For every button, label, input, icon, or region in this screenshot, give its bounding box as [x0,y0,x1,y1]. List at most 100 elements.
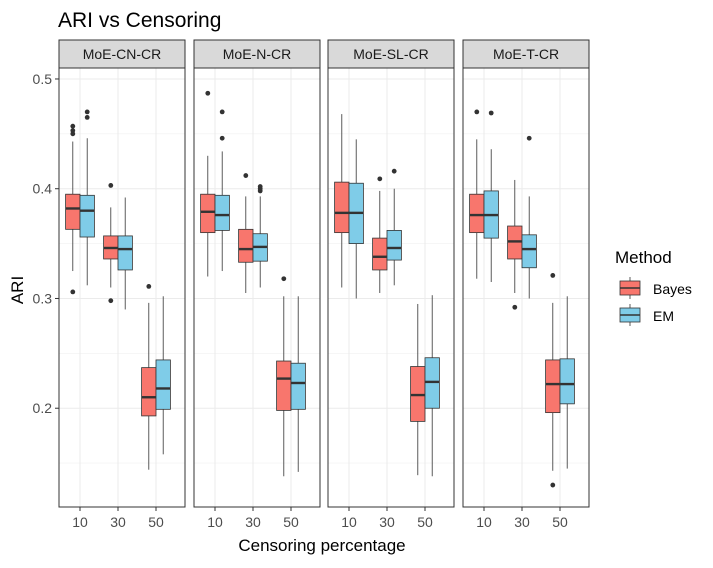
outlier-point [108,298,114,304]
box-moe-sl-cr-30-em [386,168,402,286]
facet-strip-label: MoE-CN-CR [83,46,162,62]
x-tick-label: 30 [379,514,395,530]
facet-moe-sl-cr: MoE-SL-CR 10 30 50 [327,39,455,530]
box-body [117,235,133,271]
box-body [334,181,350,234]
facet-strip-label: MoE-T-CR [493,46,559,62]
box-moe-cn-cr-50-bayes [141,284,157,470]
box-body [469,193,485,234]
panel-border [193,67,321,508]
outlier-point [70,123,76,129]
box-body [155,359,171,410]
box-body [521,234,537,269]
box-body [200,193,216,234]
box-body [386,230,402,261]
facet-moe-t-cr: MoE-T-CR 10 30 50 [462,39,590,530]
x-tick-label: 10 [341,514,357,530]
outlier-point [70,128,76,133]
outlier-point [512,304,518,310]
outlier-point [146,284,152,289]
box-body [290,362,306,410]
y-axis: 0.2 0.3 0.4 0.5 [33,71,59,416]
panel-border [327,67,455,508]
outlier-point [70,289,76,295]
box-moe-t-cr-50-em [559,296,575,469]
box-body [214,194,230,231]
legend-key-em [619,304,641,326]
panel-border [462,67,590,508]
panel-border [58,67,186,508]
x-tick-label: 50 [148,514,164,530]
y-tick-label: 0.2 [33,400,53,416]
box-moe-sl-cr-10-em [348,139,364,299]
box-moe-cn-cr-10-em [79,109,95,286]
chart-title: ARI vs Censoring [58,9,221,32]
box-moe-n-cr-50-bayes [276,276,292,477]
facet-strip [462,39,590,69]
box-moe-n-cr-10-em [214,109,230,272]
facet-moe-n-cr: MoE-N-CR 10 30 50 [193,39,321,530]
x-tick-label: 30 [110,514,126,530]
box-body [545,359,561,414]
outlier-point [526,135,532,141]
box-body [372,237,388,271]
x-tick-label: 50 [283,514,299,530]
facet-panels: MoE-CN-CR 10 30 50 MoE-N-CR 10 30 50 MoE-SL-CR 10… [58,39,590,530]
outlier-point [550,273,556,278]
box-moe-n-cr-50-em [290,296,306,472]
outlier-point [377,176,383,182]
box-body [79,194,95,238]
box-body [276,360,292,411]
box-moe-t-cr-30-bayes [507,179,523,310]
y-axis-title: ARI [8,276,27,304]
outlier-point [84,114,90,120]
facet-strip-label: MoE-N-CR [223,46,291,62]
x-tick-label: 50 [417,514,433,530]
outlier-point [243,173,249,178]
box-moe-n-cr-30-em [252,184,268,288]
box-moe-cn-cr-10-bayes [65,123,81,295]
box-moe-n-cr-30-bayes [238,173,254,293]
box-moe-t-cr-30-em [521,135,537,299]
outlier-point [219,135,225,141]
outlier-point [488,110,494,116]
y-tick-label: 0.4 [33,181,53,197]
box-body [65,193,81,230]
facet-strip [327,39,455,69]
outlier-point [205,90,211,96]
legend-key-bayes [619,277,641,299]
facet-moe-cn-cr: MoE-CN-CR 10 30 50 [58,39,186,530]
y-tick-label: 0.3 [33,290,53,306]
legend-title: Method [615,248,672,267]
outlier-point [257,184,263,189]
x-tick-label: 50 [552,514,568,530]
legend-label-bayes: Bayes [653,281,692,297]
box-moe-t-cr-10-bayes [469,109,485,279]
box-body [141,367,157,417]
box-moe-cn-cr-30-em [117,197,133,310]
x-tick-label: 10 [72,514,88,530]
box-moe-t-cr-10-em [483,110,499,283]
facet-strip-label: MoE-SL-CR [353,46,428,62]
x-tick-label: 10 [476,514,492,530]
legend: Method Bayes EM [615,248,692,326]
outlier-point [474,109,480,115]
legend-keys [619,277,641,326]
outlier-point [108,183,114,188]
box-moe-cn-cr-50-em [155,296,171,455]
facet-strip [58,39,186,69]
x-tick-label: 30 [245,514,261,530]
box-moe-cn-cr-30-bayes [103,183,119,304]
outlier-point [219,109,225,115]
y-tick-label: 0.5 [33,71,53,87]
outlier-point [70,131,76,137]
box-moe-sl-cr-50-em [424,295,440,477]
outlier-point [550,482,556,488]
outlier-point [391,168,397,174]
x-axis-title: Censoring percentage [238,536,405,555]
x-tick-label: 10 [207,514,223,530]
facet-strip [193,39,321,69]
outlier-point [84,109,90,115]
